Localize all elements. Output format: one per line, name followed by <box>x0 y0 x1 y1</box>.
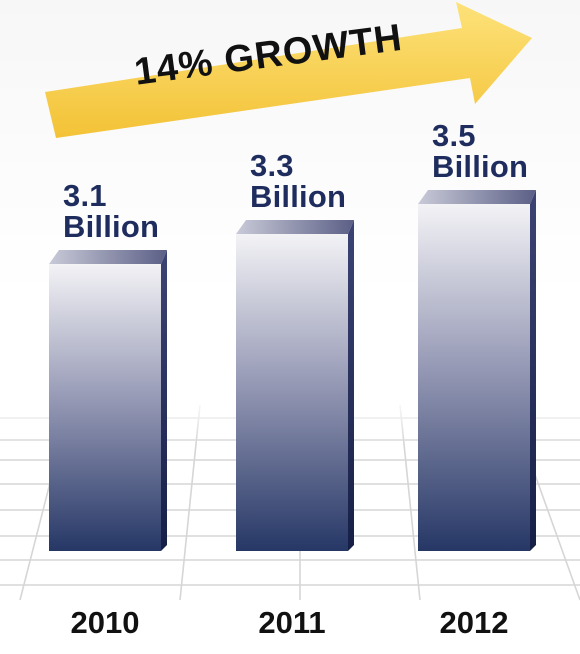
data-label-unit: Billion <box>63 209 160 244</box>
bar-2012 <box>418 190 536 551</box>
bar-top <box>49 250 167 264</box>
bar-top <box>236 220 354 234</box>
x-tick-label: 2011 <box>258 605 326 640</box>
bar-front <box>418 204 530 551</box>
data-label-value: 3.1 <box>63 178 107 213</box>
bar-side <box>530 190 536 551</box>
data-label-unit: Billion <box>250 179 347 214</box>
bar-front <box>236 234 348 551</box>
data-label-value: 3.3 <box>250 148 294 183</box>
bar-side <box>161 250 167 551</box>
x-tick-label: 2010 <box>70 605 140 640</box>
growth-arrow <box>45 2 532 138</box>
bar-front <box>49 264 161 551</box>
data-label-value: 3.5 <box>432 118 476 153</box>
bar-2011 <box>236 220 354 551</box>
bars-group <box>49 190 536 551</box>
x-tick-label: 2012 <box>439 605 509 640</box>
bar-side <box>348 220 354 551</box>
data-label-unit: Billion <box>432 149 529 184</box>
bar-2010 <box>49 250 167 551</box>
bar-top <box>418 190 536 204</box>
